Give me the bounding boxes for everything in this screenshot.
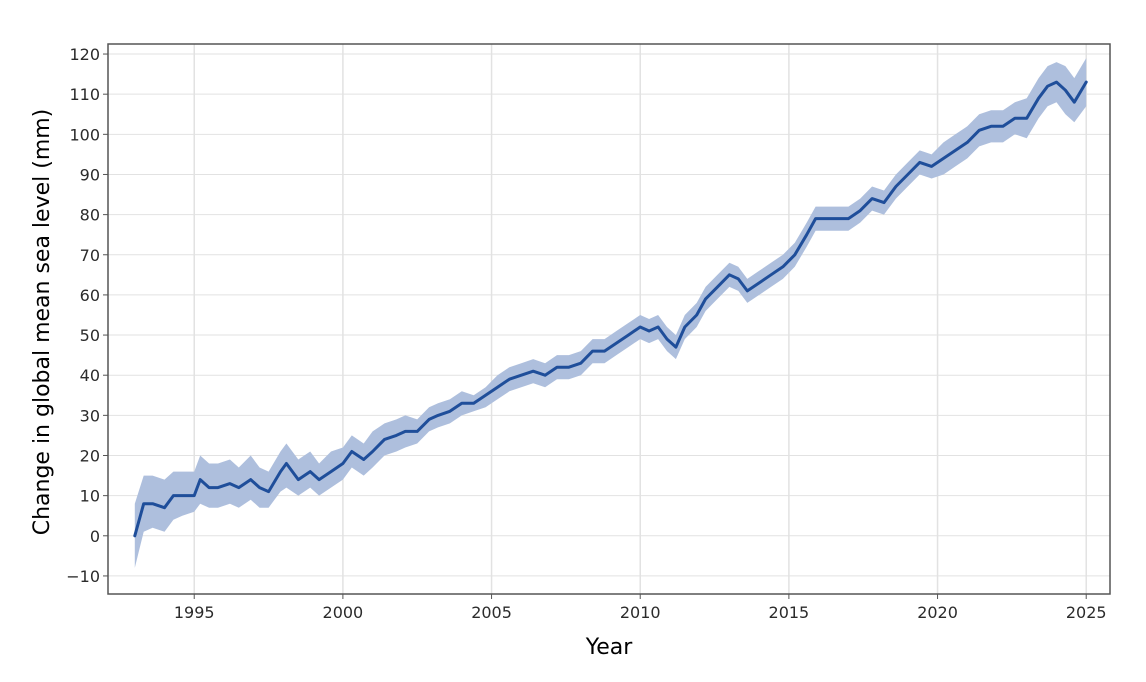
x-tick-label: 2005 bbox=[471, 603, 512, 622]
y-axis-ticks: −10 0 10 20 30 40 50 60 70 80 90 100 110 120 bbox=[66, 45, 108, 586]
y-tick-label: 60 bbox=[80, 286, 100, 305]
y-tick-label: 80 bbox=[80, 206, 100, 225]
uncertainty-band bbox=[134, 58, 1087, 568]
y-tick-label: 10 bbox=[80, 487, 100, 506]
y-tick-label: 120 bbox=[69, 45, 100, 64]
x-tick-label: 2015 bbox=[769, 603, 810, 622]
x-tick-label: 1995 bbox=[174, 603, 215, 622]
x-tick-label: 2010 bbox=[620, 603, 661, 622]
y-tick-label: 0 bbox=[90, 527, 100, 546]
sea-level-line bbox=[133, 80, 1088, 538]
y-tick-label: 110 bbox=[69, 85, 100, 104]
plot-frame bbox=[107, 43, 1111, 595]
y-tick-label: −10 bbox=[66, 567, 100, 586]
x-axis-label: Year bbox=[585, 635, 634, 660]
y-tick-label: 100 bbox=[69, 125, 100, 144]
y-tick-label: 20 bbox=[80, 446, 100, 465]
y-tick-label: 40 bbox=[80, 366, 100, 385]
x-tick-label: 2000 bbox=[323, 603, 364, 622]
y-tick-label: 50 bbox=[80, 326, 100, 345]
y-tick-label: 90 bbox=[80, 165, 100, 184]
x-tick-label: 2020 bbox=[917, 603, 958, 622]
grid-lines bbox=[108, 44, 1110, 594]
x-axis-ticks: 1995 2000 2005 2010 2015 2020 2025 bbox=[174, 594, 1107, 622]
y-axis-label: Change in global mean sea level (mm) bbox=[30, 109, 55, 536]
y-tick-label: 30 bbox=[80, 406, 100, 425]
x-tick-label: 2025 bbox=[1066, 603, 1107, 622]
y-tick-label: 70 bbox=[80, 246, 100, 265]
